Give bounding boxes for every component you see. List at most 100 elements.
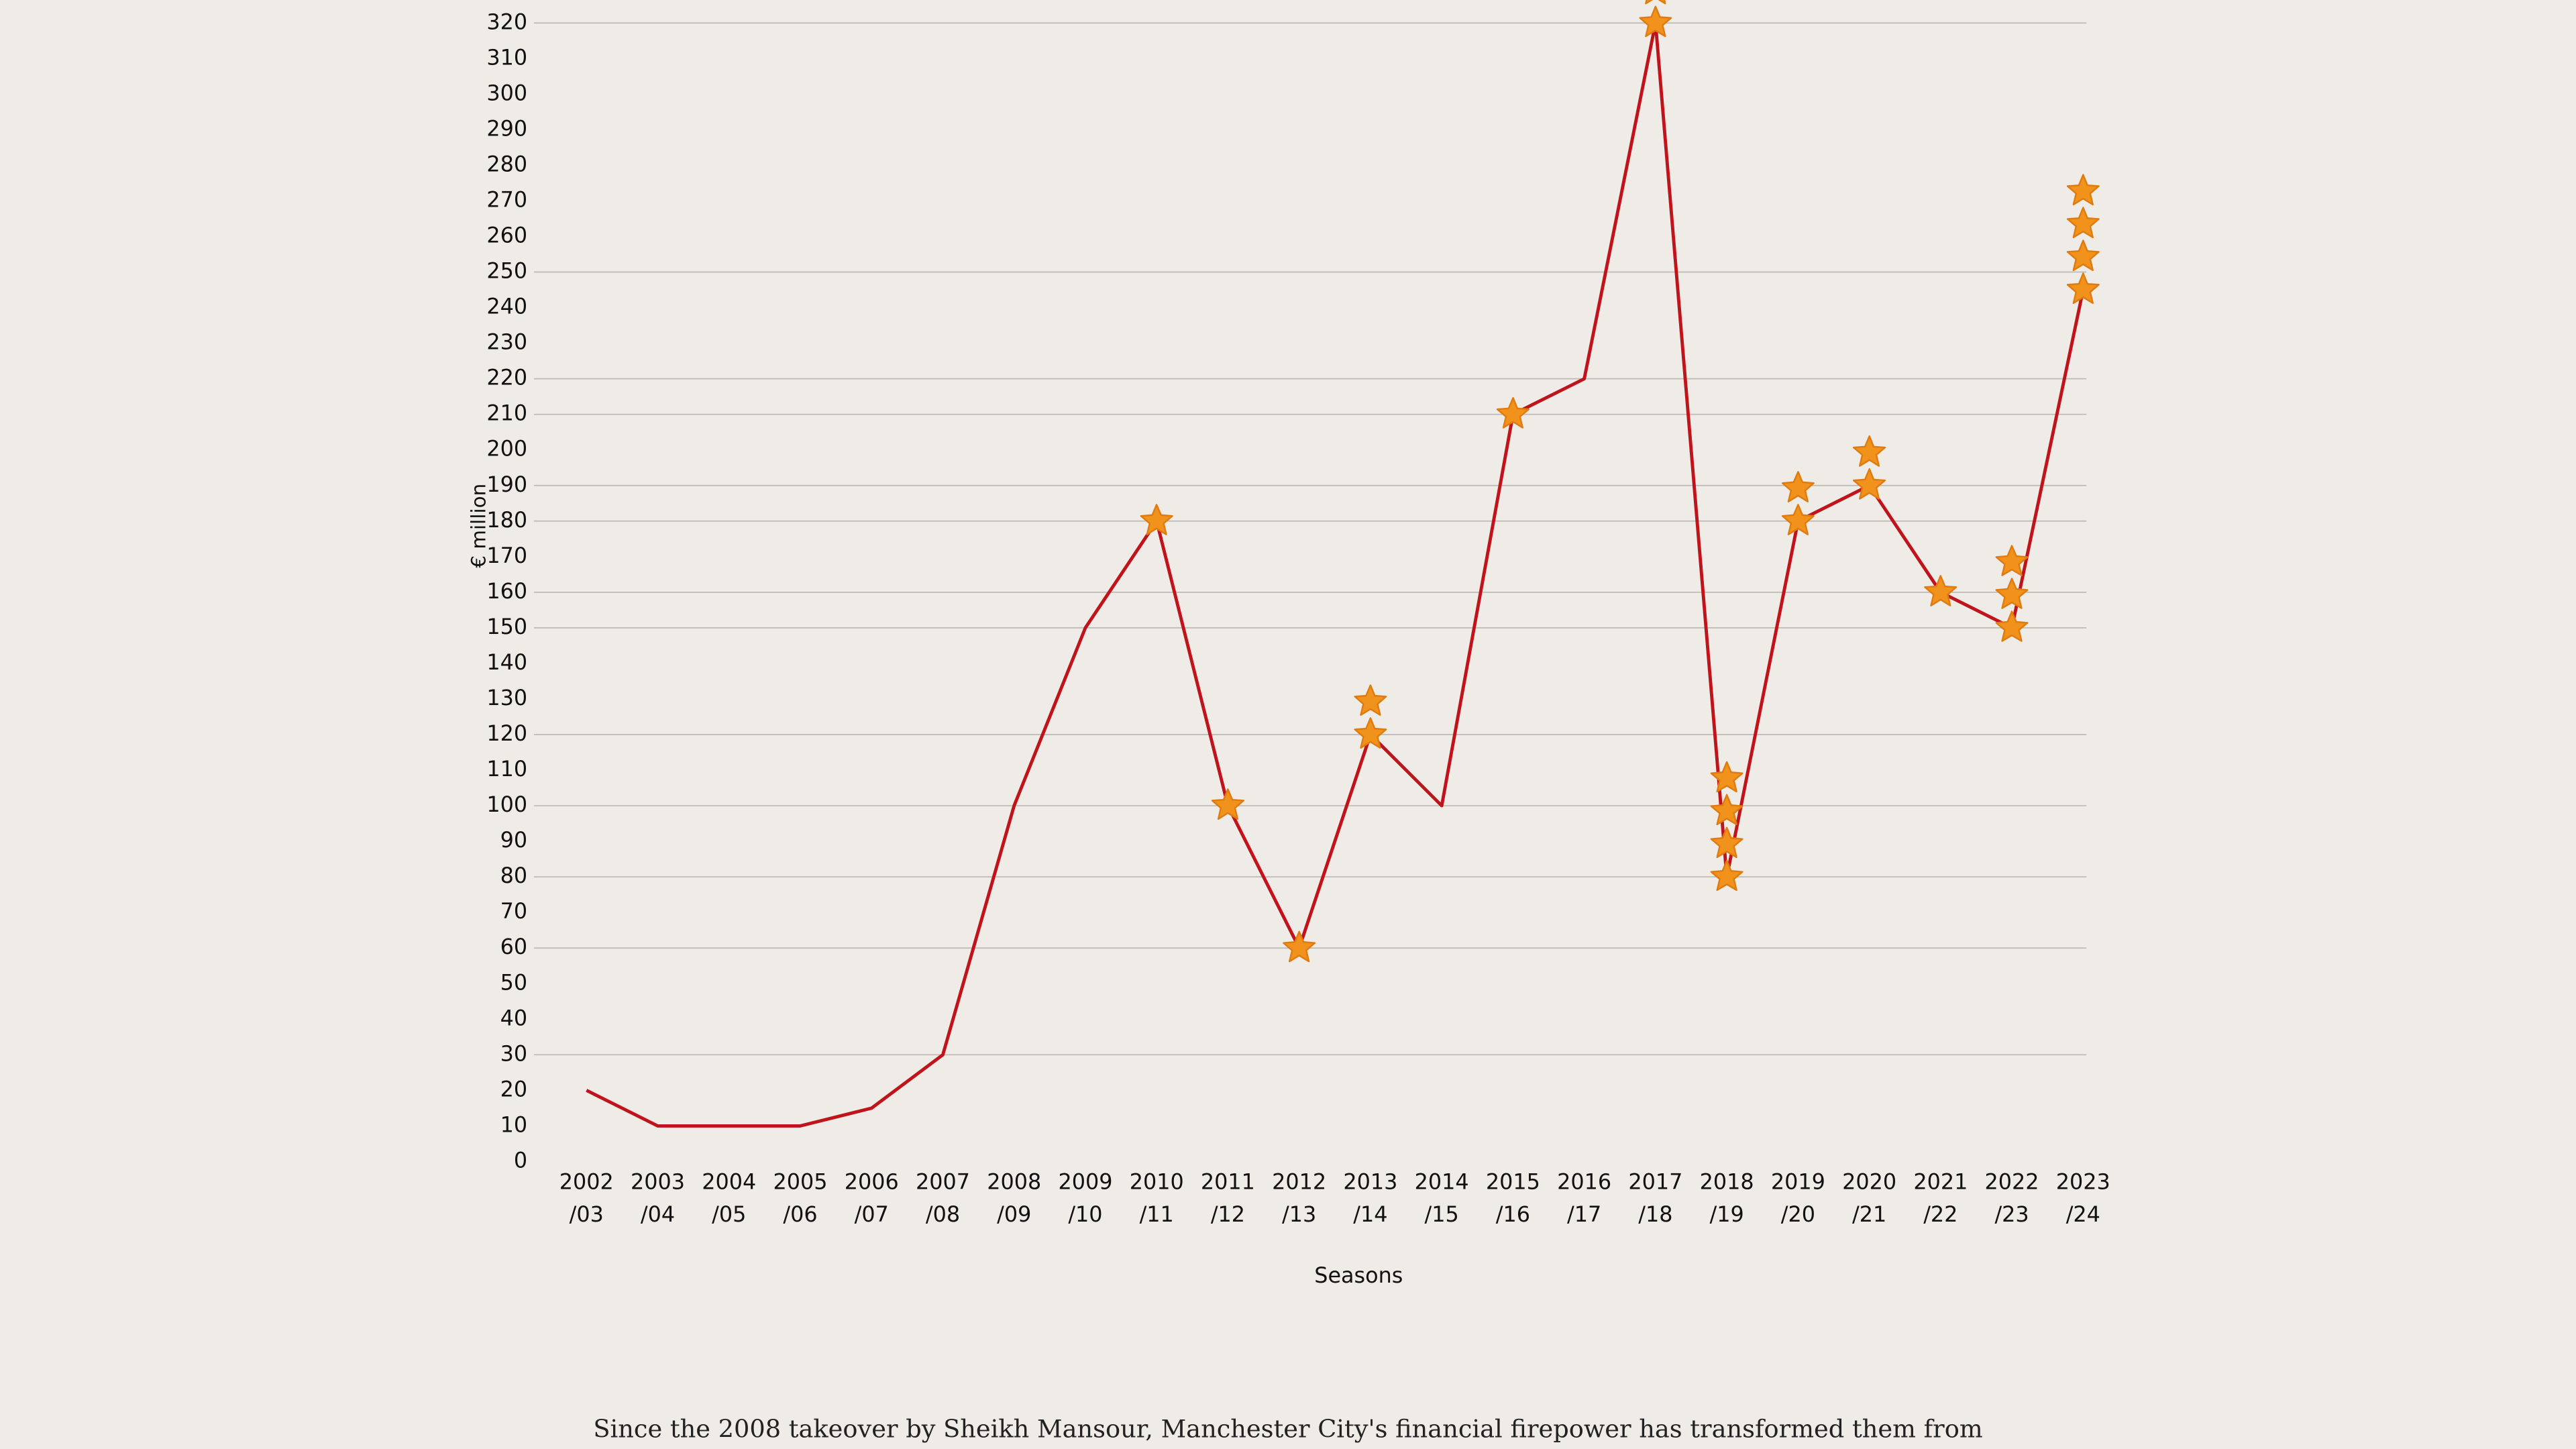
trophy-star [1852, 468, 1886, 500]
y-tick-label: 70 [500, 898, 528, 924]
y-tick-label: 220 [486, 365, 527, 390]
caption: Since the 2008 takeover by Sheikh Mansou… [593, 1415, 1982, 1444]
trophy-star [1140, 504, 1173, 535]
x-tick-label: 2014 [1415, 1169, 1469, 1194]
x-tick-label: 2022 [1985, 1169, 2039, 1194]
y-tick-label: 110 [486, 756, 527, 782]
trophy-star [1645, 0, 1666, 5]
trophy-star [1710, 826, 1743, 859]
trophy-star [2066, 239, 2100, 272]
line [586, 21, 2085, 1128]
x-tick-label: /15 [1425, 1201, 1459, 1227]
y-tick-label: 20 [500, 1076, 528, 1102]
trophy-star [1995, 545, 2029, 576]
y-tick-label: 40 [500, 1005, 528, 1030]
x-tick-label: 2015 [1486, 1169, 1540, 1194]
trophy-star [1496, 396, 1529, 429]
y-tick-label: 280 [486, 151, 527, 176]
x-tick-label: /11 [1140, 1201, 1174, 1227]
trophy-star [1354, 684, 1387, 716]
x-tick-label: 2011 [1201, 1169, 1255, 1194]
x-tick-label: 2002 [559, 1169, 614, 1194]
y-tick-label: 0 [514, 1147, 527, 1173]
y-tick-label: 130 [486, 685, 527, 710]
x-tick-label: /09 [997, 1201, 1031, 1227]
y-tick-label: 180 [486, 507, 527, 533]
y-tick-label: 140 [486, 649, 527, 675]
y-tick-label: 320 [486, 9, 527, 34]
y-tick-label: 290 [486, 115, 527, 141]
trophy-star [1211, 788, 1244, 820]
trophy-star [2066, 272, 2100, 305]
x-tick-label: /13 [1282, 1201, 1316, 1227]
y-tick-label: 30 [500, 1040, 528, 1066]
y-tick-label: 90 [500, 827, 528, 853]
x-tick-label: 2020 [1842, 1169, 1896, 1194]
y-tick-label: 190 [486, 472, 527, 497]
x-tick-label: 2018 [1700, 1169, 1754, 1194]
x-tick-label: 2012 [1272, 1169, 1326, 1194]
y-tick-label: 310 [486, 44, 527, 70]
x-tick-label: /19 [1709, 1201, 1743, 1227]
y-tick-label: 270 [486, 186, 527, 212]
x-tick-label: /14 [1353, 1201, 1387, 1227]
x-tick-label: 2023 [2056, 1169, 2110, 1194]
y-tick-label: 240 [486, 294, 527, 319]
trophy-star [1995, 610, 2029, 642]
y-axis-label: € million [468, 484, 490, 568]
trophy-star [1710, 761, 1743, 793]
y-tick-label: 60 [500, 934, 528, 959]
x-axis-label: Seasons [1314, 1263, 1403, 1288]
y-tick-label: 100 [486, 792, 527, 817]
x-tick-label: 2021 [1913, 1169, 1968, 1194]
x-tick-label: 2005 [773, 1169, 827, 1194]
trophy-star [1852, 435, 1886, 467]
trophy-star [1710, 859, 1743, 892]
trophy-star [1283, 930, 1316, 963]
y-tick-label: 120 [486, 720, 527, 746]
x-tick-label: 2013 [1343, 1169, 1397, 1194]
x-tick-label: 2008 [987, 1169, 1041, 1194]
trophy-star [1354, 717, 1387, 749]
x-tick-label: /22 [1923, 1201, 1957, 1227]
y-tick-label: 160 [486, 578, 527, 604]
x-tick-label: 2009 [1058, 1169, 1112, 1194]
trophy-star [2066, 174, 2100, 206]
y-tick-label: 200 [486, 436, 527, 462]
trophy-star [1781, 504, 1815, 535]
x-tick-label: 2007 [916, 1169, 970, 1194]
x-tick-label: 2017 [1628, 1169, 1682, 1194]
y-tick-label: 300 [486, 80, 527, 105]
trophy-star [1781, 471, 1815, 502]
trophy-star [1710, 794, 1743, 826]
x-tick-label: 2010 [1130, 1169, 1184, 1194]
x-tick-label: 2019 [1771, 1169, 1825, 1194]
y-tick-label: 80 [500, 863, 528, 888]
x-tick-label: /23 [1994, 1201, 2029, 1227]
y-tick-label: 260 [486, 223, 527, 248]
y-tick-label: 150 [486, 614, 527, 639]
x-tick-label: /04 [641, 1201, 675, 1227]
x-tick-label: /16 [1496, 1201, 1530, 1227]
x-tick-label: /03 [570, 1201, 604, 1227]
x-tick-label: /12 [1211, 1201, 1245, 1227]
x-tick-label: /17 [1567, 1201, 1601, 1227]
trophy-star [1639, 5, 1672, 38]
y-tick-label: 170 [486, 543, 527, 568]
x-tick-label: /07 [855, 1201, 889, 1227]
trophy-star [1995, 578, 2029, 609]
x-tick-label: /08 [926, 1201, 960, 1227]
y-tick-label: 10 [500, 1112, 528, 1137]
y-tick-label: 230 [486, 329, 527, 355]
x-tick-label: /21 [1852, 1201, 1886, 1227]
x-tick-label: /05 [712, 1201, 746, 1227]
x-tick-label: /20 [1781, 1201, 1815, 1227]
x-tick-label: /24 [2066, 1201, 2100, 1227]
trophy-star [1924, 575, 1957, 606]
y-tick-label: 250 [486, 258, 527, 284]
x-tick-label: /06 [783, 1201, 817, 1227]
x-tick-label: 2004 [702, 1169, 756, 1194]
